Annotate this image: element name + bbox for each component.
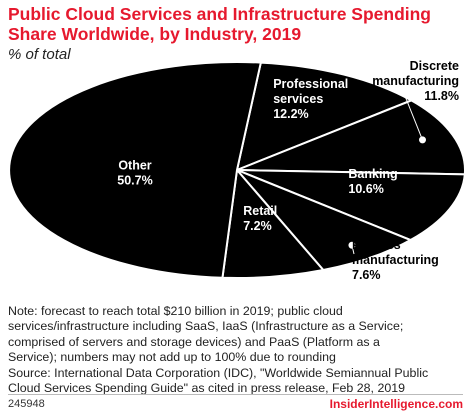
chart-id: 245948 [8,398,45,410]
slice-label: Process manufacturing 7.6% [352,238,439,282]
source-line: Cloud Services Spending Guide" as cited … [8,381,406,396]
pie-slice [235,61,414,172]
chart-subtitle: % of total [8,46,71,63]
slice-label: Retail 7.2% [243,204,277,233]
slice-label: Discrete manufacturing 11.8% [372,59,459,103]
slice-label: Professional services 12.2% [273,77,348,121]
note-line: services/infrastructure including SaaS, … [8,319,404,334]
note-line: comprised of servers and storage devices… [8,334,380,349]
pie-chart: Professional services 12.2% Discrete manufac… [8,59,466,282]
note-line: Note: forecast to reach total $210 billi… [8,304,343,318]
pie-slice [8,61,263,279]
note-line: Service); numbers may not add up to 100%… [8,350,336,365]
chart-notes: Note: forecast to reach total $210 billi… [8,304,466,396]
footer-divider [8,394,463,395]
leader-line [351,245,355,255]
chart-title: Public Cloud Services and Infrastructure… [8,4,463,44]
slice-label: Banking 10.6% [348,167,397,196]
leader-line [398,80,423,141]
slice-label: Other 50.7% [117,159,152,188]
source-line: Source: International Data Corporation (… [8,365,429,380]
pie-slice [236,99,466,176]
brand-logo: InsiderIntelligence.com [329,397,463,411]
pie-slice [236,169,413,272]
chart-title-line-1: Public Cloud Services and Infrastructure… [8,4,431,24]
chart-title-line-2: Share Worldwide, by Industry, 2019 [8,24,302,44]
pie-slice [236,169,466,242]
pie-slice [221,167,326,279]
